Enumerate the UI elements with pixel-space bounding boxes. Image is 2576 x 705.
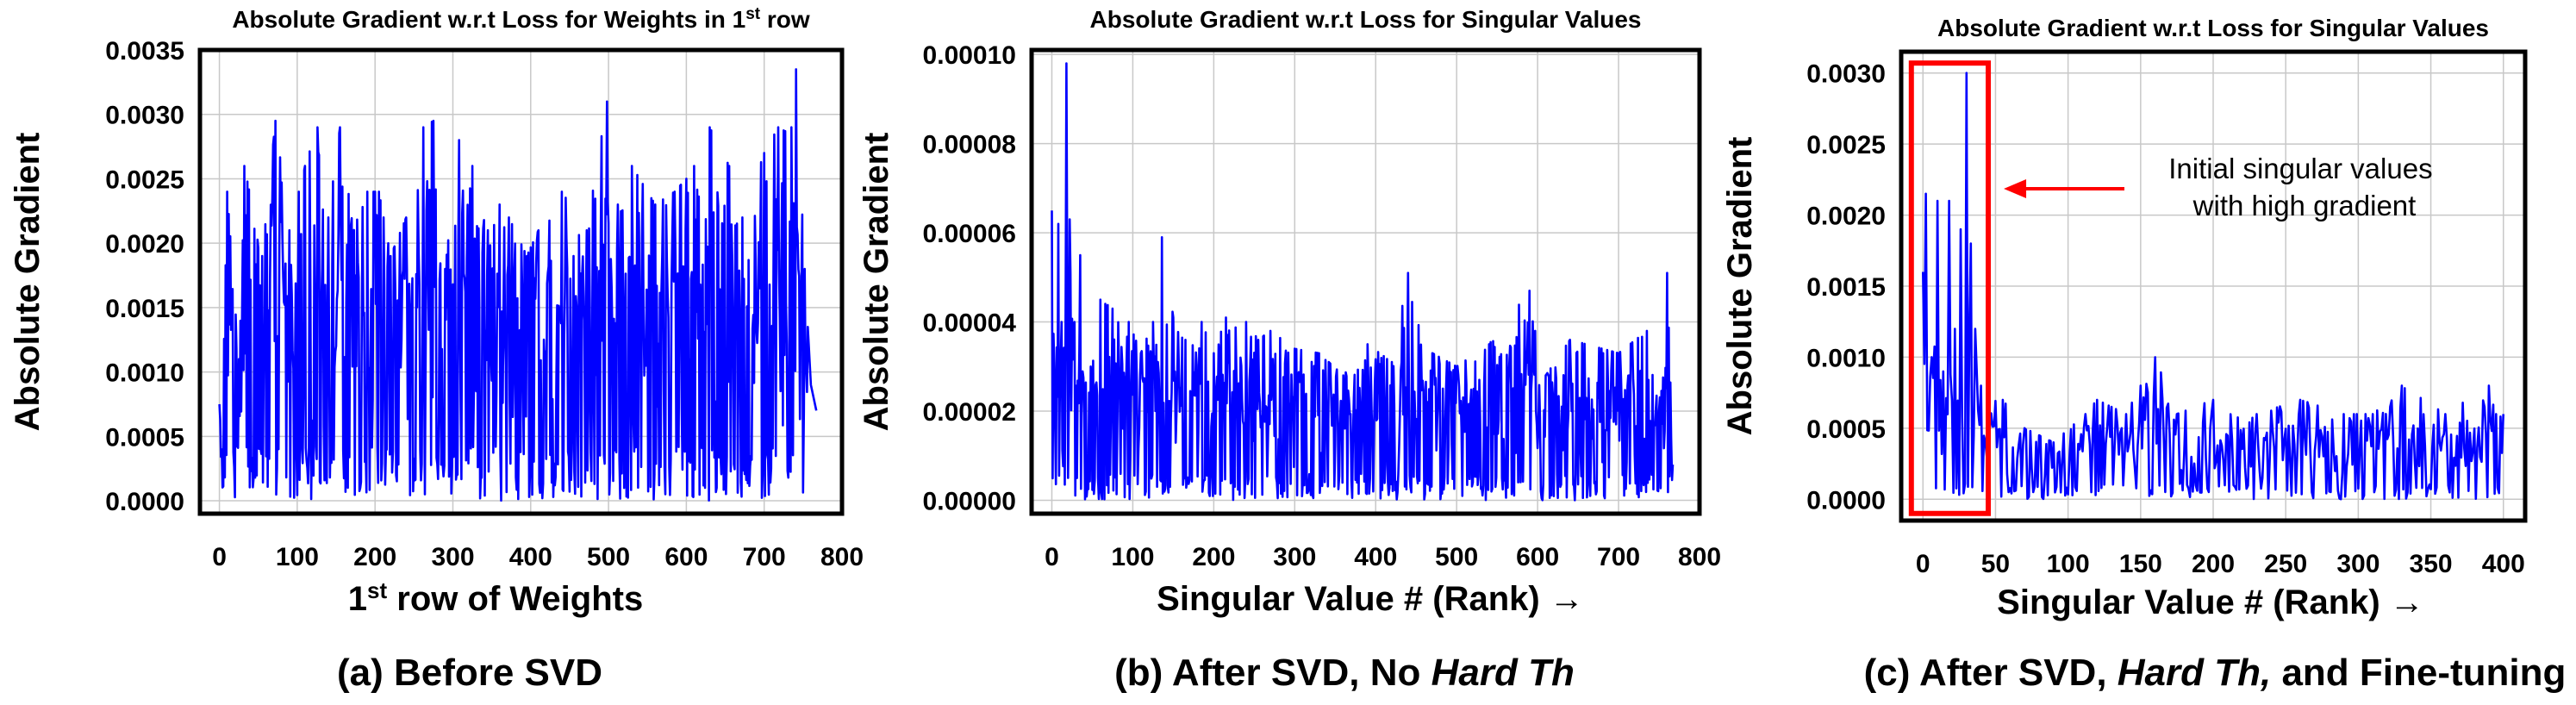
panel-c: Initial singular values with high gradie… — [1721, 15, 2566, 694]
x-tick-label: 0 — [1916, 550, 1930, 578]
x-tick-label: 400 — [509, 543, 552, 571]
x-ticks-a: 0 100 200 300 400 500 600 700 800 — [212, 543, 864, 571]
x-tick-label: 350 — [2410, 550, 2453, 578]
caption-part: Hard Th, — [2118, 652, 2271, 694]
y-tick-label: 0.0025 — [1806, 131, 1886, 159]
x-ticks-c: 0 50 100 150 200 250 300 350 400 — [1916, 550, 2525, 578]
x-tick-label: 400 — [1354, 543, 1397, 571]
x-tick-label: 300 — [1273, 543, 1316, 571]
x-label-b: Singular Value # (Rank) → — [1157, 580, 1584, 618]
x-tick-label: 700 — [1597, 543, 1640, 571]
y-tick-label: 0.0010 — [1806, 344, 1886, 372]
x-tick-label: 100 — [2047, 550, 2090, 578]
annotation-text: Initial singular values with high gradie… — [2168, 153, 2441, 221]
y-tick-label: 0.00000 — [923, 487, 1016, 515]
y-label-c: Absolute Gradient — [1721, 137, 1759, 436]
y-tick-label: 0.0005 — [105, 423, 184, 452]
caption-b: (b) After SVD, No Hard Th — [1114, 652, 1575, 694]
y-tick-label: 0.0025 — [105, 165, 184, 194]
x-tick-label: 0 — [1045, 543, 1059, 571]
plot-frame-a — [197, 47, 845, 516]
caption-part: Before SVD — [394, 652, 602, 694]
y-tick-label: 0.00008 — [923, 131, 1016, 159]
caption-part: and Fine-tuning — [2271, 652, 2566, 694]
annotation-text-line2: with high gradient — [2192, 190, 2417, 221]
x-tick-label: 800 — [1678, 543, 1721, 571]
x-tick-label: 0 — [212, 543, 227, 571]
x-tick-label: 150 — [2119, 550, 2162, 578]
x-tick-label: 200 — [1192, 543, 1235, 571]
x-tick-label: 300 — [2336, 550, 2380, 578]
caption-a: (a) Before SVD — [337, 652, 602, 694]
annotation-arrow-head — [2004, 179, 2027, 198]
x-tick-label: 250 — [2264, 550, 2307, 578]
x-tick-label: 700 — [743, 543, 786, 571]
y-tick-label: 0.0020 — [105, 230, 184, 259]
y-tick-label: 0.00002 — [923, 398, 1016, 427]
y-tick-label: 0.0020 — [1806, 203, 1886, 231]
panel-b: 0 100 200 300 400 500 600 700 800 0.00000 0.00002… — [858, 6, 1721, 694]
caption-part: After SVD, — [1919, 652, 2118, 694]
y-ticks-c: 0.0000 0.0005 0.0010 0.0015 0.0020 0.0025 0.00… — [1806, 60, 1886, 515]
x-tick-label: 200 — [2192, 550, 2235, 578]
annotation-text-line1: Initial singular values — [2168, 153, 2432, 184]
y-tick-label: 0.0015 — [1806, 273, 1886, 302]
caption-label: (b) — [1114, 652, 1172, 694]
y-tick-label: 0.0000 — [1806, 486, 1886, 515]
highlight-box — [1908, 60, 1992, 516]
title-a-sup: st — [745, 5, 761, 23]
x-tick-label: 100 — [276, 543, 319, 571]
x-tick-label: 200 — [353, 543, 396, 571]
x-label-c: Singular Value # (Rank) → — [1997, 583, 2424, 621]
x-tick-label: 500 — [587, 543, 630, 571]
y-tick-label: 0.00006 — [923, 220, 1016, 248]
y-tick-label: 0.0000 — [105, 488, 184, 516]
series-line-c — [1922, 72, 2504, 501]
x-tick-label: 600 — [1516, 543, 1559, 571]
y-tick-label: 0.0030 — [1806, 60, 1886, 89]
y-tick-label: 0.00010 — [923, 41, 1016, 70]
x-label-a: 1st row of Weights — [348, 577, 643, 618]
y-label-b: Absolute Gradient — [858, 133, 895, 432]
caption-part: After SVD, No — [1172, 652, 1431, 694]
title-b: Absolute Gradient w.r.t Loss for Singula… — [1090, 6, 1642, 33]
plot-frame-c — [1899, 49, 2528, 523]
y-tick-label: 0.0010 — [105, 359, 184, 388]
y-tick-label: 0.00004 — [923, 309, 1017, 338]
series-line-b — [1051, 62, 1675, 502]
y-tick-label: 0.0030 — [105, 102, 184, 130]
caption-label: (c) — [1864, 652, 1919, 694]
x-tick-label: 50 — [1981, 550, 2010, 578]
caption-label: (a) — [337, 652, 394, 694]
title-a: Absolute Gradient w.r.t Loss for Weights… — [232, 5, 810, 33]
y-ticks-b: 0.00000 0.00002 0.00004 0.00006 0.00008 0.000… — [923, 41, 1017, 515]
x-tick-label: 500 — [1435, 543, 1478, 571]
y-ticks-a: 0.0000 0.0005 0.0010 0.0015 0.0020 0.0025 0.00… — [105, 37, 184, 516]
y-label-a: Absolute Gradient — [9, 133, 47, 432]
plot-frame-b — [1029, 47, 1702, 516]
x-tick-label: 400 — [2482, 550, 2525, 578]
y-tick-label: 0.0015 — [105, 295, 184, 323]
caption-c: (c) After SVD, Hard Th, and Fine-tuning — [1864, 652, 2567, 694]
panel-a: 0 100 200 300 400 500 600 700 800 0.00000.00050.… — [9, 5, 864, 694]
x-ticks-b: 0 100 200 300 400 500 600 700 800 — [1045, 543, 1721, 571]
title-c: Absolute Gradient w.r.t Loss for Singula… — [1937, 15, 2489, 41]
y-tick-label: 0.0035 — [105, 37, 184, 66]
series-line-a — [218, 68, 818, 502]
grid-c — [1901, 52, 2525, 521]
x-tick-label: 800 — [820, 543, 864, 571]
y-tick-label: 0.0005 — [1806, 415, 1886, 444]
x-tick-label: 100 — [1111, 543, 1154, 571]
x-tick-label: 300 — [431, 543, 474, 571]
caption-part: Hard Th — [1431, 652, 1575, 694]
x-tick-label: 600 — [664, 543, 708, 571]
